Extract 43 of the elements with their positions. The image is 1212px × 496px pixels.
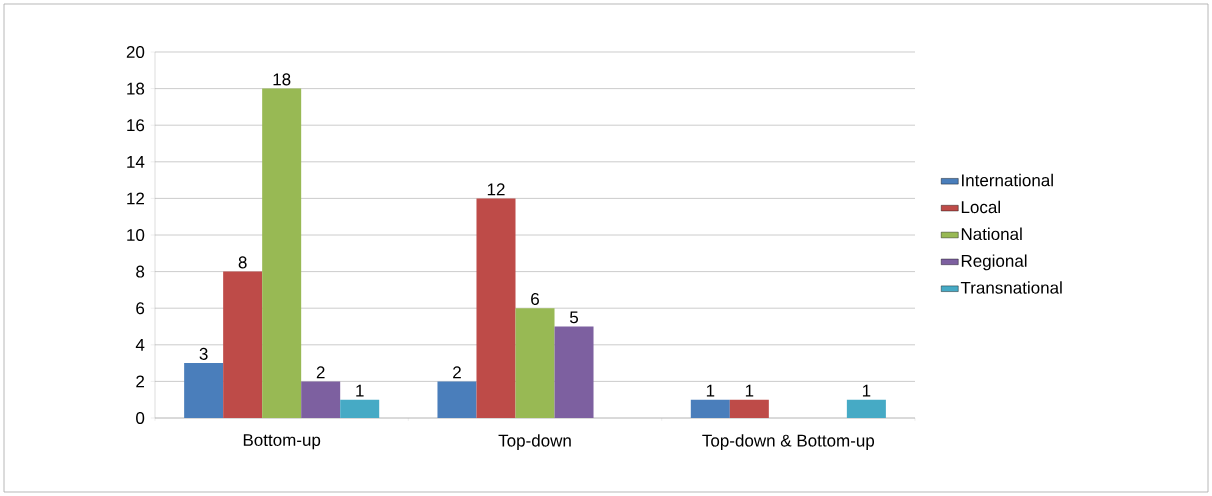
bar — [476, 198, 516, 418]
bar — [515, 308, 555, 418]
data-label: 8 — [238, 256, 247, 269]
legend-label: International — [962, 173, 1053, 187]
x-tick-label: Top-down — [498, 434, 571, 450]
bar — [554, 326, 594, 418]
data-label: 1 — [745, 384, 754, 397]
y-tick-label: 2 — [136, 375, 145, 388]
y-tick-label: 10 — [127, 228, 145, 242]
y-tick-label: 16 — [127, 119, 145, 132]
bar — [340, 399, 380, 418]
data-label: 1 — [706, 384, 715, 397]
x-tick-label: Top-down & Bottom-up — [702, 434, 875, 450]
y-tick-label: 4 — [135, 338, 145, 351]
data-label: 3 — [199, 347, 208, 360]
bar — [223, 271, 263, 418]
legend-label: National — [961, 227, 1022, 241]
data-label: 18 — [273, 73, 291, 86]
y-tick-label: 8 — [136, 265, 145, 278]
data-label: 1 — [862, 384, 871, 397]
y-tick-label: 14 — [127, 155, 145, 168]
y-tick-label: 20 — [126, 45, 145, 59]
bar — [729, 399, 769, 418]
data-label: 1 — [356, 384, 364, 397]
bar — [262, 88, 302, 418]
data-label: 5 — [569, 311, 579, 324]
legend-label: Regional — [961, 254, 1027, 271]
bar — [184, 363, 224, 418]
data-label: 2 — [316, 366, 325, 379]
bar — [690, 399, 730, 418]
legend-label: Transnational — [960, 281, 1062, 294]
bar — [846, 399, 886, 418]
y-tick-label: 0 — [136, 411, 145, 425]
x-tick-label: Bottom-up — [243, 434, 321, 450]
bar — [301, 381, 341, 418]
data-label: 2 — [453, 366, 461, 379]
data-label: 12 — [487, 183, 505, 196]
y-tick-label: 6 — [136, 302, 145, 315]
y-tick-label: 18 — [127, 82, 145, 95]
y-tick-label: 12 — [127, 192, 145, 205]
bar — [437, 381, 477, 418]
data-label: 6 — [531, 292, 539, 306]
legend-label: Local — [961, 200, 1000, 214]
